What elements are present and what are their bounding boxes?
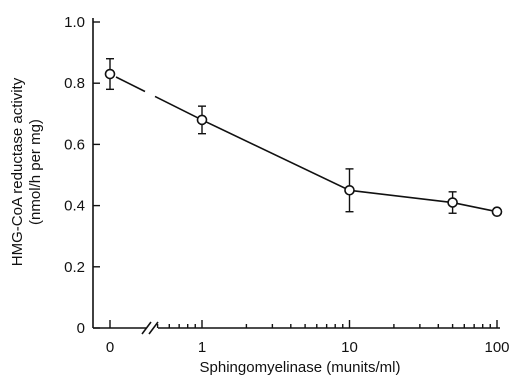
x-axis-title: Sphingomyelinase (munits/ml) — [200, 359, 401, 376]
series-line-segment — [115, 76, 146, 93]
axis-break-mark — [141, 321, 152, 335]
x-tick-label: 100 — [484, 339, 509, 356]
data-point — [447, 197, 458, 208]
data-point — [491, 206, 503, 218]
axes — [92, 18, 500, 335]
y-tick-label: 0.6 — [64, 136, 85, 153]
y-tick-label: 0 — [77, 320, 85, 337]
data-point — [196, 114, 208, 126]
y-tick-label: 0.2 — [64, 259, 85, 276]
y-tick-label: 1.0 — [64, 14, 85, 31]
y-tick-label: 0.8 — [64, 75, 85, 92]
y-tick-label: 0.4 — [64, 198, 85, 215]
series-line — [154, 95, 498, 213]
data-point — [344, 185, 355, 196]
y-axis-title: HMG-CoA reductase activity — [9, 77, 26, 266]
x-tick-label: 10 — [341, 339, 358, 356]
ticks: 0 0.2 0.4 0.6 0.8 1.0 0 1 10 100 — [64, 14, 509, 356]
data-series — [104, 58, 503, 218]
axis-break-mark — [148, 321, 159, 335]
x-tick-label: 0 — [106, 339, 114, 356]
x-tick-label: 1 — [198, 339, 206, 356]
y-axis-title-units: (nmol/h per mg) — [27, 119, 44, 225]
data-point — [104, 68, 116, 80]
